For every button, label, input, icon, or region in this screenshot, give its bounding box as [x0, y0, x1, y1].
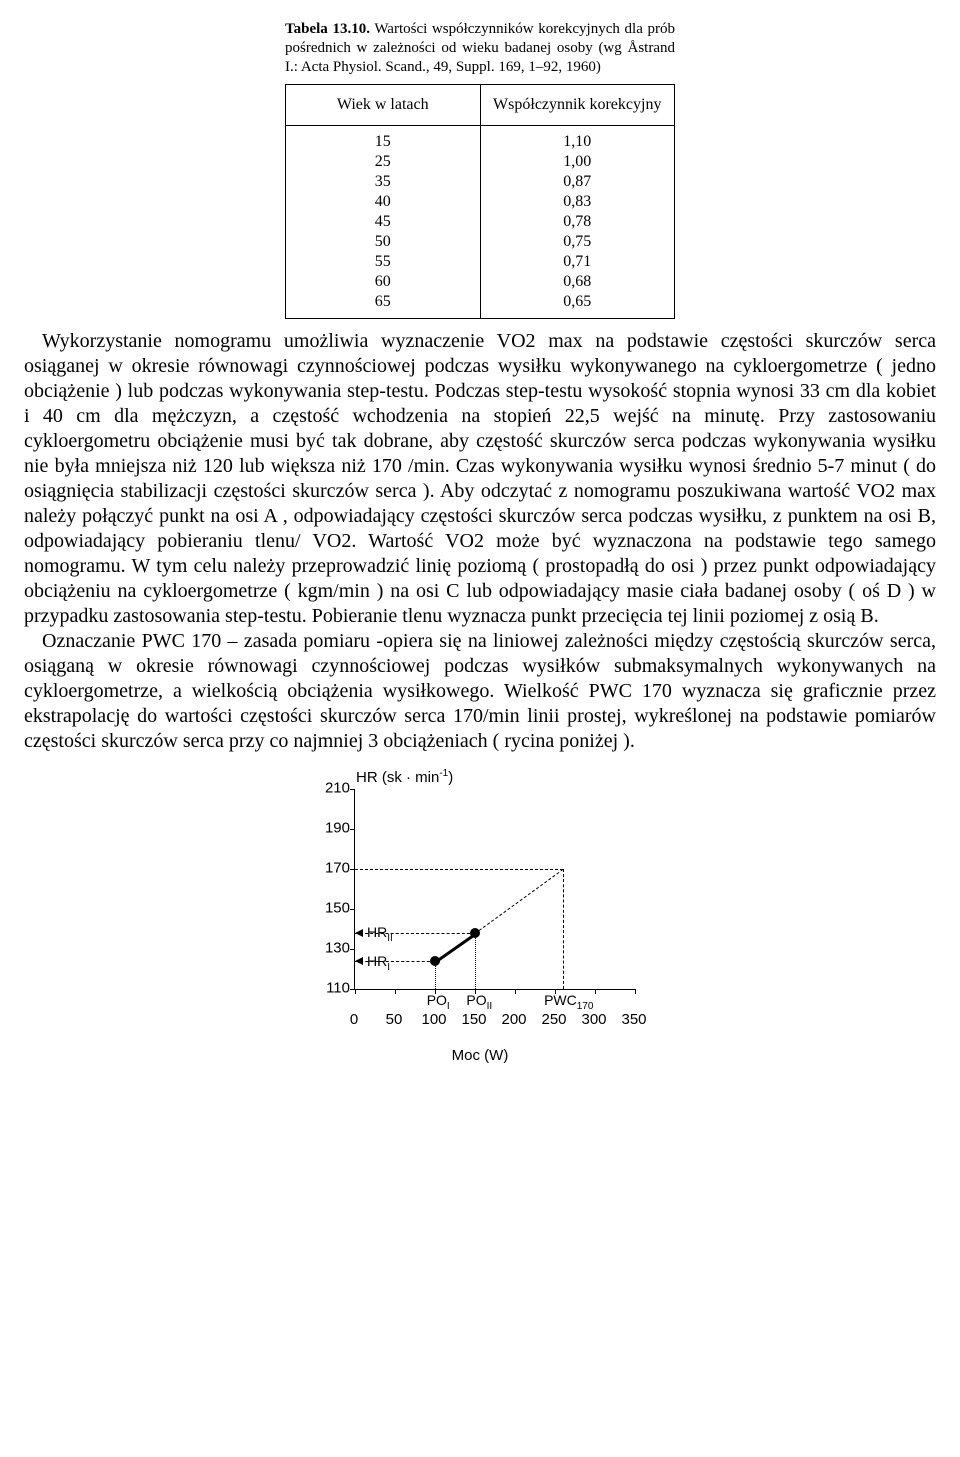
cell-age: 45 — [286, 212, 481, 232]
label-hr1: HRI — [367, 953, 390, 974]
cell-age: 60 — [286, 272, 481, 292]
cell-age: 50 — [286, 232, 481, 252]
cell-age: 65 — [286, 292, 481, 319]
table-row: 550,71 — [286, 252, 675, 272]
trend-line — [434, 934, 476, 964]
table-caption-bold: Tabela 13.10. — [285, 21, 370, 37]
y-tick-label: 170 — [325, 860, 350, 879]
chart-area: 110130150170190210 HRIHRIIPOIPOIIPWC170 … — [310, 789, 650, 1019]
table-row: 450,78 — [286, 212, 675, 232]
cell-coef: 0,65 — [480, 292, 675, 319]
body-text: Wykorzystanie nomogramu umożliwia wyznac… — [24, 329, 936, 754]
paragraph-1: Wykorzystanie nomogramu umożliwia wyznac… — [24, 329, 936, 629]
arrow-left-icon — [355, 957, 363, 965]
plot-area: HRIHRIIPOIPOIIPWC170 — [354, 789, 635, 990]
cell-age: 15 — [286, 125, 481, 152]
y-tick-label: 210 — [325, 780, 350, 799]
cell-coef: 1,10 — [480, 125, 675, 152]
x-tick-label: 50 — [386, 1011, 403, 1030]
y-tick-label: 150 — [325, 900, 350, 919]
x-tick-label: 300 — [581, 1011, 606, 1030]
arrow-left-icon — [355, 929, 363, 937]
table-row: 151,10 — [286, 125, 675, 152]
x-tick-label: 100 — [421, 1011, 446, 1030]
cell-coef: 0,78 — [480, 212, 675, 232]
x-tick-label: 200 — [501, 1011, 526, 1030]
table-row: 600,68 — [286, 272, 675, 292]
cell-coef: 0,87 — [480, 172, 675, 192]
table-row: 350,87 — [286, 172, 675, 192]
x-tick-label: 150 — [461, 1011, 486, 1030]
pwc170-chart: HR (sk · min-1) 110 130 150 170 190 210 HRI HR… — [310, 768, 650, 1067]
table-row: 251,00 — [286, 152, 675, 172]
cell-coef: 0,75 — [480, 232, 675, 252]
data-point — [470, 928, 480, 938]
y-tick-label: 130 — [325, 940, 350, 959]
x-tick-label: 0 — [350, 1011, 358, 1030]
y-tick-label: 110 — [326, 980, 350, 999]
col-header-coef: Współczynnik korekcyjny — [480, 84, 675, 125]
table-row: 650,65 — [286, 292, 675, 319]
cell-age: 55 — [286, 252, 481, 272]
dashed-hr170 — [355, 869, 563, 870]
label-hr2: HRII — [367, 924, 393, 945]
chart-xlabel: Moc (W) — [310, 1047, 650, 1066]
table-row: 400,83 — [286, 192, 675, 212]
data-point — [430, 956, 440, 966]
extrapolation-line — [475, 869, 564, 934]
paragraph-2: Oznaczanie PWC 170 – zasada pomiaru -opi… — [24, 629, 936, 754]
chart-ylabel: HR (sk · min-1) — [356, 768, 650, 788]
cell-coef: 0,68 — [480, 272, 675, 292]
y-tick-labels: 110130150170190210 — [310, 789, 354, 989]
cell-coef: 0,83 — [480, 192, 675, 212]
correction-table: Wiek w latach Współczynnik korekcyjny 15… — [285, 84, 675, 319]
cell-age: 40 — [286, 192, 481, 212]
x-tick-label: 250 — [541, 1011, 566, 1030]
table-caption: Tabela 13.10. Wartości współczynników ko… — [285, 20, 675, 78]
cell-coef: 0,71 — [480, 252, 675, 272]
cell-age: 35 — [286, 172, 481, 192]
cell-coef: 1,00 — [480, 152, 675, 172]
y-tick-label: 190 — [325, 820, 350, 839]
correction-table-block: Tabela 13.10. Wartości współczynników ko… — [285, 20, 675, 319]
cell-age: 25 — [286, 152, 481, 172]
dashed-pwc-vert — [563, 869, 564, 989]
col-header-age: Wiek w latach — [286, 84, 481, 125]
table-row: 500,75 — [286, 232, 675, 252]
x-tick-label: 350 — [621, 1011, 646, 1030]
